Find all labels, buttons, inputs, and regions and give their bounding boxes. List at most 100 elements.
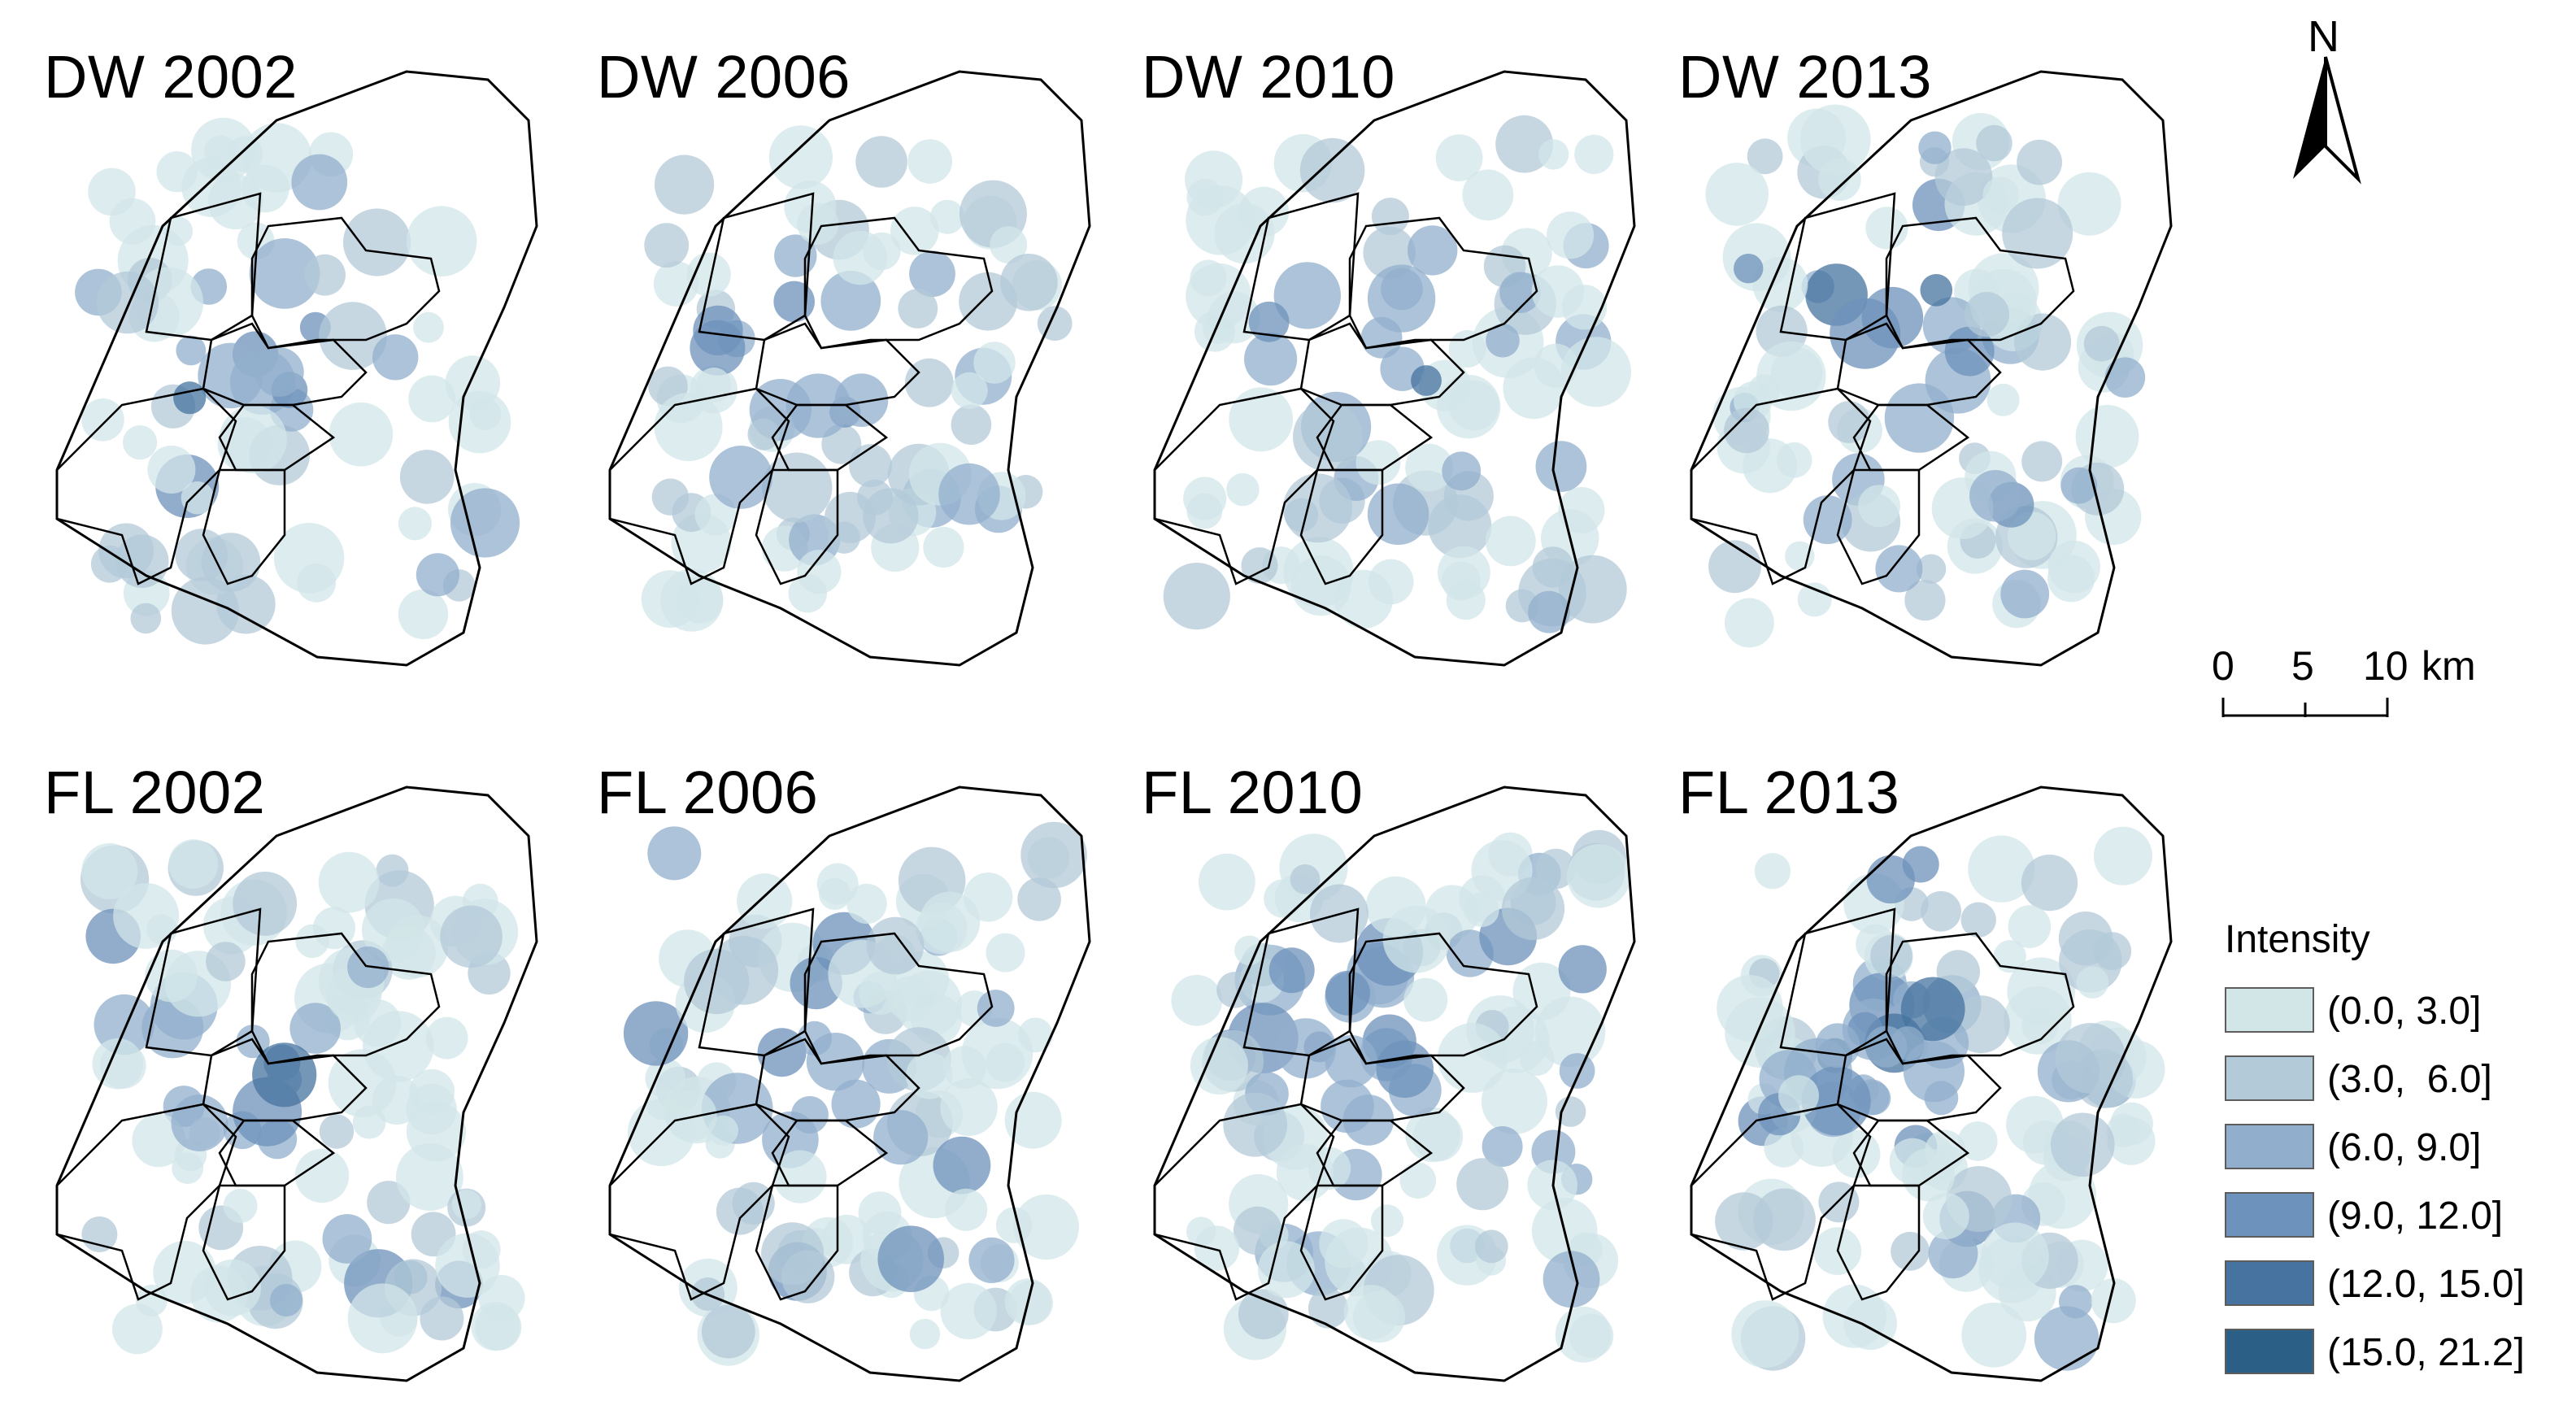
density-blob <box>1268 947 1315 994</box>
district-boundary <box>698 907 815 1057</box>
kernel-density-map <box>1690 70 2173 667</box>
density-blob <box>304 254 346 296</box>
density-blob <box>995 1207 1033 1243</box>
density-blob <box>1325 970 1370 1016</box>
density-blob <box>1922 1193 1969 1240</box>
density-blob <box>1717 975 1783 1042</box>
district-boundary <box>608 387 790 585</box>
density-blob <box>665 1090 717 1142</box>
density-blob <box>204 1259 262 1316</box>
density-blob <box>203 135 237 169</box>
density-blob <box>1843 1296 1897 1351</box>
density-blob <box>181 481 215 515</box>
density-blob <box>797 550 842 594</box>
density-blob <box>933 1136 991 1195</box>
density-blob <box>425 1016 468 1060</box>
density-blob <box>964 873 1013 922</box>
density-blob <box>406 1083 457 1135</box>
legend-label: (15.0, 21.2] <box>2327 1331 2525 1374</box>
study-area-boundary <box>1153 785 1636 1382</box>
density-blob <box>223 1189 258 1223</box>
density-blob <box>352 1105 386 1139</box>
district-boundary <box>608 1103 790 1301</box>
density-blob <box>96 271 159 334</box>
panel-title: FL 2002 <box>44 759 266 826</box>
density-blob <box>1865 1025 1908 1068</box>
density-blob <box>1343 1285 1399 1340</box>
density-blob <box>1928 1229 1978 1279</box>
density-blob <box>1190 259 1227 297</box>
density-blob <box>1982 176 2019 213</box>
density-blob <box>2060 467 2098 504</box>
density-blob <box>171 1094 228 1151</box>
density-blob <box>768 125 833 189</box>
density-blob <box>1756 341 1826 411</box>
legend-swatch <box>2225 987 2314 1033</box>
density-blob <box>1376 1040 1434 1099</box>
legend-swatch <box>2225 1260 2314 1306</box>
density-blob <box>270 1284 302 1316</box>
density-blob <box>408 375 456 423</box>
density-blob <box>1186 493 1223 529</box>
density-blob <box>147 446 196 494</box>
density-blob <box>2091 1278 2136 1324</box>
density-blob <box>2104 357 2146 398</box>
density-blob <box>1308 1288 1349 1329</box>
density-blob <box>1436 374 1501 439</box>
density-blob <box>2059 1285 2093 1319</box>
density-blob <box>273 523 345 594</box>
district-boundary <box>1836 1038 2002 1122</box>
density-blob <box>1528 590 1570 633</box>
density-blob <box>1724 407 1769 454</box>
density-blob <box>1753 1188 1816 1251</box>
district-boundary <box>202 322 368 407</box>
density-blob <box>1244 333 1298 386</box>
north-arrow-icon <box>2293 56 2361 185</box>
density-blob <box>1558 945 1607 994</box>
density-blob <box>153 1241 216 1304</box>
density-blob <box>945 1188 988 1231</box>
density-blob <box>2093 932 2132 971</box>
density-blob <box>1705 163 1769 226</box>
density-blob <box>2000 569 2050 619</box>
density-blob <box>1891 1231 1930 1271</box>
density-blob <box>1405 443 1453 492</box>
north-arrow-label: N <box>2308 12 2339 61</box>
density-blob <box>942 1046 986 1090</box>
legend-item: (15.0, 21.2] <box>2225 1322 2566 1379</box>
density-blob <box>653 261 699 307</box>
density-blob <box>1264 879 1303 918</box>
density-blob <box>135 1284 168 1316</box>
density-blob <box>1559 1053 1595 1089</box>
legend: Intensity (0.0, 3.0] (3.0, 6.0] (6.0, 9.0]… <box>2225 917 2566 1405</box>
density-blob <box>781 1250 835 1303</box>
density-blob <box>1815 1023 1860 1068</box>
density-blob <box>1495 115 1553 173</box>
density-blob <box>1964 292 2009 337</box>
district-boundary <box>1299 1038 1465 1122</box>
density-blob <box>773 1150 827 1203</box>
density-blob <box>940 1078 998 1136</box>
legend-label: (6.0, 9.0] <box>2327 1126 2482 1169</box>
density-blob <box>1171 974 1223 1026</box>
density-blob <box>1920 274 1953 307</box>
density-blob <box>2076 966 2109 999</box>
study-area-boundary <box>1690 785 2173 1382</box>
density-blob <box>1248 301 1290 342</box>
density-blob <box>701 1304 755 1359</box>
density-blob <box>1958 1121 1998 1161</box>
kernel-density-map <box>55 785 538 1382</box>
density-blob <box>1325 1035 1377 1088</box>
density-blob <box>1238 186 1290 237</box>
density-blob <box>1319 1219 1368 1269</box>
density-blob <box>828 521 860 554</box>
density-blob <box>938 463 1000 525</box>
density-blob <box>1405 1107 1460 1163</box>
density-blob <box>1411 365 1442 396</box>
district-boundary <box>1690 387 1872 585</box>
density-blob <box>707 1115 738 1146</box>
density-blob <box>951 404 992 445</box>
density-blob <box>469 398 502 431</box>
density-blob <box>1538 139 1569 170</box>
density-blob <box>1474 1229 1508 1264</box>
